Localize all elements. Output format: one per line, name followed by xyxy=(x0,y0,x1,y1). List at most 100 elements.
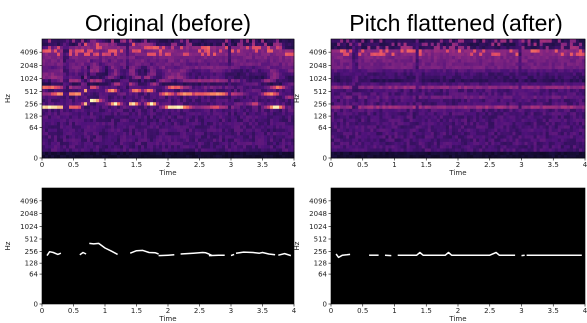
heatmap-cell xyxy=(123,58,127,63)
heatmap-cell xyxy=(228,118,232,123)
heatmap-cell xyxy=(352,81,356,86)
heatmap-cell xyxy=(225,58,229,63)
heatmap-cell xyxy=(84,98,88,103)
heatmap-cell xyxy=(183,52,187,56)
heatmap-cell xyxy=(473,95,477,99)
heatmap-cell xyxy=(156,118,160,123)
heatmap-cell xyxy=(252,101,256,106)
heatmap-cell xyxy=(382,121,386,126)
heatmap-cell xyxy=(249,55,253,60)
heatmap-cell xyxy=(451,48,456,53)
heatmap-cell xyxy=(225,131,229,136)
heatmap-cell xyxy=(288,144,292,149)
heatmap-cell xyxy=(138,78,142,83)
heatmap-cell xyxy=(222,148,226,152)
heatmap-cell xyxy=(138,88,142,93)
heatmap-cell xyxy=(433,72,438,76)
heatmap-cell xyxy=(334,85,338,89)
heatmap-cell xyxy=(54,118,58,123)
heatmap-cell xyxy=(427,128,432,132)
heatmap-cell xyxy=(364,98,368,103)
heatmap-cell xyxy=(162,85,166,89)
heatmap-cell xyxy=(48,144,52,149)
heatmap-cell xyxy=(225,55,229,60)
heatmap-cell xyxy=(201,134,205,139)
heatmap-cell xyxy=(228,124,232,129)
heatmap-cell xyxy=(81,65,85,70)
heatmap-cell xyxy=(361,48,365,53)
heatmap-cell xyxy=(482,141,486,146)
heatmap-cell xyxy=(51,105,55,109)
heatmap-cell xyxy=(159,55,163,60)
heatmap-cell xyxy=(439,55,444,60)
heatmap-cell xyxy=(171,131,175,136)
heatmap-cell xyxy=(234,68,238,73)
heatmap-cell xyxy=(225,45,229,50)
heatmap-cell xyxy=(234,115,238,119)
heatmap-cell xyxy=(42,131,46,136)
heatmap-cell xyxy=(111,88,115,93)
heatmap-cell xyxy=(373,138,377,142)
heatmap-cell xyxy=(458,95,462,99)
heatmap-cell xyxy=(352,39,356,43)
heatmap-cell xyxy=(105,128,109,132)
heatmap-cell xyxy=(282,121,286,126)
heatmap-cell xyxy=(343,154,347,159)
heatmap-cell xyxy=(249,105,253,109)
heatmap-cell xyxy=(427,42,432,47)
heatmap-cell xyxy=(458,98,462,103)
heatmap-cell xyxy=(177,68,181,73)
heatmap-cell xyxy=(400,131,404,136)
heatmap-cell xyxy=(114,141,118,146)
heatmap-cell xyxy=(231,88,235,93)
heatmap-cell xyxy=(276,45,280,50)
heatmap-cell xyxy=(442,85,447,89)
heatmap-cell xyxy=(379,39,383,43)
heatmap-cell xyxy=(120,68,124,73)
heatmap-cell xyxy=(400,58,404,63)
heatmap-cell xyxy=(78,65,82,70)
heatmap-cell xyxy=(352,121,356,126)
heatmap-cell xyxy=(400,101,404,106)
heatmap-cell xyxy=(129,124,133,129)
heatmap-cell xyxy=(159,101,163,106)
heatmap-cell xyxy=(156,85,160,89)
heatmap-cell xyxy=(243,55,247,60)
heatmap-cell xyxy=(264,62,268,66)
heatmap-cell xyxy=(415,42,420,47)
heatmap-cell xyxy=(276,48,280,53)
heatmap-cell xyxy=(120,138,124,142)
heatmap-cell xyxy=(445,52,450,56)
heatmap-cell xyxy=(72,134,76,139)
heatmap-cell xyxy=(448,148,453,152)
heatmap-cell xyxy=(81,98,85,103)
heatmap-cell xyxy=(165,101,169,106)
heatmap-cell xyxy=(282,72,286,76)
heatmap-cell xyxy=(231,144,235,149)
heatmap-cell xyxy=(430,98,435,103)
heatmap-cell xyxy=(105,88,109,93)
heatmap-cell xyxy=(427,154,432,159)
heatmap-cell xyxy=(346,65,350,70)
heatmap-cell xyxy=(291,121,295,126)
heatmap-cell xyxy=(430,55,435,60)
heatmap-cell xyxy=(96,78,100,83)
heatmap-cell xyxy=(153,115,157,119)
heatmap-cell xyxy=(174,144,178,149)
y-tick-label: 4096 xyxy=(20,197,38,205)
heatmap-cell xyxy=(358,42,362,47)
heatmap-cell xyxy=(225,138,229,142)
heatmap-cell xyxy=(81,62,85,66)
heatmap-cell xyxy=(138,91,142,96)
heatmap-cell xyxy=(63,121,67,126)
heatmap-cell xyxy=(249,154,253,159)
heatmap-cell xyxy=(78,105,82,109)
heatmap-cell xyxy=(464,138,468,142)
heatmap-cell xyxy=(102,65,106,70)
heatmap-cell xyxy=(96,52,100,56)
heatmap-cell xyxy=(424,68,429,73)
heatmap-cell xyxy=(361,141,365,146)
heatmap-cell xyxy=(54,68,58,73)
heatmap-cell xyxy=(288,81,292,86)
heatmap-cell xyxy=(195,131,199,136)
